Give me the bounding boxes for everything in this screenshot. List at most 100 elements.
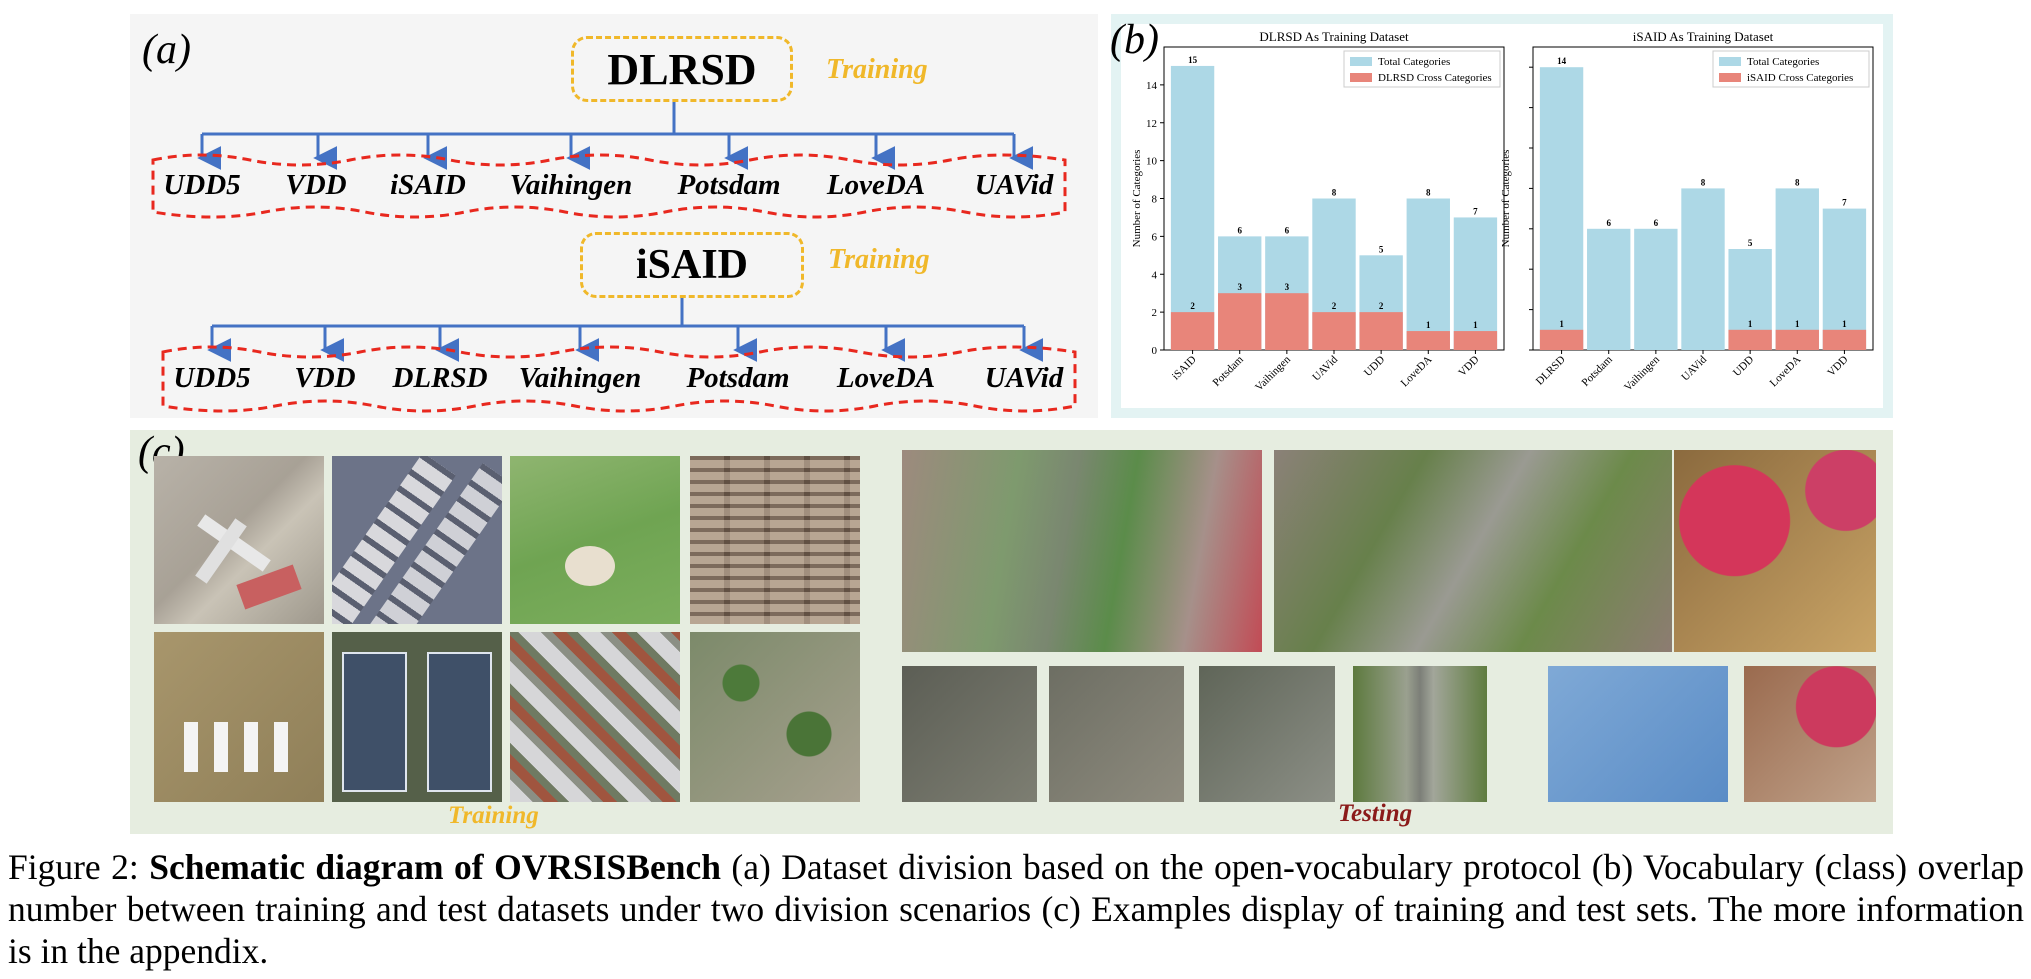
test-dataset-g1-potsdam: Potsdam xyxy=(677,169,781,201)
chart-0-ytick-label: 8 xyxy=(1152,194,1158,206)
chart-1-xtick-label-dlrsd: DLRSD xyxy=(1534,354,1568,388)
group2-test-box xyxy=(161,345,1077,413)
chart-0-xtick-label-vaihingen: Vaihingen xyxy=(1253,353,1293,393)
chart-0-label-cross-udd: 2 xyxy=(1379,301,1384,311)
chart-0-bar-cross-udd xyxy=(1359,312,1403,350)
test-dataset-g1-udd5: UDD5 xyxy=(163,169,241,201)
chart-1-label-total-loveda: 8 xyxy=(1795,177,1800,187)
chart-1-legend-label-0: Total Categories xyxy=(1747,56,1819,68)
training-image-golf xyxy=(510,456,680,624)
chart-0-bar-cross-uavid xyxy=(1312,312,1356,350)
test-dataset-g2-vdd: VDD xyxy=(294,362,356,394)
training-image-planes xyxy=(154,632,324,802)
chart-0-ylabel: Number of Categories xyxy=(1131,150,1143,248)
chart-0-xtick-label-potsdam: Potsdam xyxy=(1211,353,1247,389)
test-dataset-g1-vaihingen: Vaihingen xyxy=(509,169,633,201)
chart-1-bar-total-vaihingen xyxy=(1634,228,1678,350)
testing-image-uav-1 xyxy=(902,666,1037,802)
chart-0-label-total-potsdam: 6 xyxy=(1237,225,1242,235)
training-image-residential xyxy=(690,632,860,802)
chart-0-ytick-label: 10 xyxy=(1146,156,1158,168)
chart-0-label-cross-isaid: 2 xyxy=(1190,301,1195,311)
chart-1-bar-total-dlrsd xyxy=(1539,67,1584,350)
test-dataset-g2-dlrsd: DLRSD xyxy=(392,362,488,394)
chart-0-xtick-label-udd: UDD xyxy=(1362,354,1387,379)
testing-image-highway xyxy=(1353,666,1487,802)
chart-0-label-total-vaihingen: 6 xyxy=(1285,225,1290,235)
test-dataset-g1-uavid: UAVid xyxy=(974,169,1054,201)
chart-1-bar-total-loveda xyxy=(1775,188,1819,350)
testing-image-false-color xyxy=(1674,450,1876,652)
chart-0-label-total-loveda: 8 xyxy=(1426,188,1431,198)
chart-1-ylabel: Number of Categories xyxy=(1500,150,1512,248)
chart-0-xtick-label-uavid: UAVid xyxy=(1310,353,1340,383)
chart-1-bar-cross-dlrsd xyxy=(1539,329,1584,350)
caption-bold-title: Schematic diagram of OVRSISBench xyxy=(149,847,721,887)
train-dataset-box-1: DLRSD xyxy=(571,36,793,102)
chart-0-ytick-label: 6 xyxy=(1152,231,1158,243)
training-image-houses xyxy=(510,632,680,802)
training-image-tennis xyxy=(332,632,502,802)
chart-0-label-cross-uavid: 2 xyxy=(1332,301,1337,311)
testing-image-uav-2 xyxy=(1049,666,1184,802)
train-dataset-box-2: iSAID xyxy=(580,232,804,298)
chart-0-ytick-label: 12 xyxy=(1146,118,1157,130)
panel-b-charts: DLRSD As Training Dataset Number of Categ… xyxy=(1131,29,1874,394)
chart-0-label-cross-vaihingen: 3 xyxy=(1285,282,1290,292)
panel-c-testing-label: Testing xyxy=(1338,800,1413,827)
chart-1-label-cross-loveda: 1 xyxy=(1795,319,1800,329)
chart-0-bar-cross-vdd xyxy=(1453,331,1498,350)
figure-caption: Figure 2: Schematic diagram of OVRSISBen… xyxy=(8,846,2024,972)
chart-1-label-cross-dlrsd: 1 xyxy=(1559,319,1564,329)
panel-a-tree-lines xyxy=(151,102,1077,413)
chart-1-legend-swatch-0 xyxy=(1719,57,1741,66)
chart-0-ytick-label: 4 xyxy=(1152,269,1158,281)
chart-0-xtick-label-vdd: VDD xyxy=(1456,354,1481,379)
testing-image-street-aerial xyxy=(902,450,1262,652)
chart-0-ytick-label: 2 xyxy=(1152,307,1158,319)
chart-1-label-total-dlrsd: 14 xyxy=(1557,56,1567,66)
chart-0-bar-cross-isaid xyxy=(1170,312,1215,350)
training-image-trucks xyxy=(332,456,502,624)
test-dataset-g2-uavid: UAVid xyxy=(984,362,1064,394)
training-label-1: Training xyxy=(826,54,928,85)
chart-0-bar-total-vdd xyxy=(1453,217,1498,350)
chart-1-label-total-vaihingen: 6 xyxy=(1654,218,1659,228)
chart-0-xtick-label-isaid: iSAID xyxy=(1170,354,1199,383)
chart-1-label-total-uavid: 8 xyxy=(1701,177,1706,187)
training-label-2: Training xyxy=(828,244,930,275)
chart-1-label-total-udd: 5 xyxy=(1748,238,1753,248)
chart-0-title: DLRSD As Training Dataset xyxy=(1259,29,1409,44)
chart-0-bar-cross-loveda xyxy=(1406,331,1450,350)
testing-image-suburb xyxy=(1274,450,1672,652)
chart-1-label-cross-vdd: 1 xyxy=(1842,319,1847,329)
chart-1-xtick-label-udd: UDD xyxy=(1731,354,1756,379)
chart-1-legend-label-1: iSAID Cross Categories xyxy=(1747,72,1853,84)
test-dataset-g2-potsdam: Potsdam xyxy=(686,362,790,394)
test-dataset-g1-vdd: VDD xyxy=(285,169,347,201)
group1-test-box xyxy=(151,153,1067,219)
chart-1-bar-cross-udd xyxy=(1728,329,1772,350)
chart-0-bar-cross-vaihingen xyxy=(1265,293,1309,350)
chart-1-bar-total-uavid xyxy=(1681,188,1725,350)
test-dataset-g2-vaihingen: Vaihingen xyxy=(518,362,642,394)
chart-1-bar-total-potsdam xyxy=(1587,228,1631,350)
chart-0-ytick-label: 14 xyxy=(1146,80,1158,92)
test-dataset-g1-isaid: iSAID xyxy=(390,169,466,201)
chart-0-xtick-label-loveda: LoveDA xyxy=(1399,354,1435,390)
chart-0-label-cross-vdd: 1 xyxy=(1473,320,1478,330)
test-dataset-g2-udd5: UDD5 xyxy=(173,362,251,394)
chart-0-legend-label-0: Total Categories xyxy=(1378,56,1450,68)
chart-0-legend-swatch-1 xyxy=(1350,73,1372,82)
chart-1-legend-swatch-1 xyxy=(1719,73,1741,82)
testing-image-false-color-2 xyxy=(1744,666,1876,802)
chart-0-bar-cross-potsdam xyxy=(1218,293,1262,350)
chart-0-legend-label-1: DLRSD Cross Categories xyxy=(1378,72,1492,84)
chart-1-label-cross-udd: 1 xyxy=(1748,319,1753,329)
chart-1-xtick-label-vaihingen: Vaihingen xyxy=(1622,353,1662,393)
test-dataset-g1-loveda: LoveDA xyxy=(826,169,926,201)
chart-1-xtick-label-vdd: VDD xyxy=(1825,354,1850,379)
training-image-airport xyxy=(154,456,324,624)
chart-0-legend-swatch-0 xyxy=(1350,57,1372,66)
caption-text: (a) Dataset division based on the open-v… xyxy=(8,847,2025,971)
